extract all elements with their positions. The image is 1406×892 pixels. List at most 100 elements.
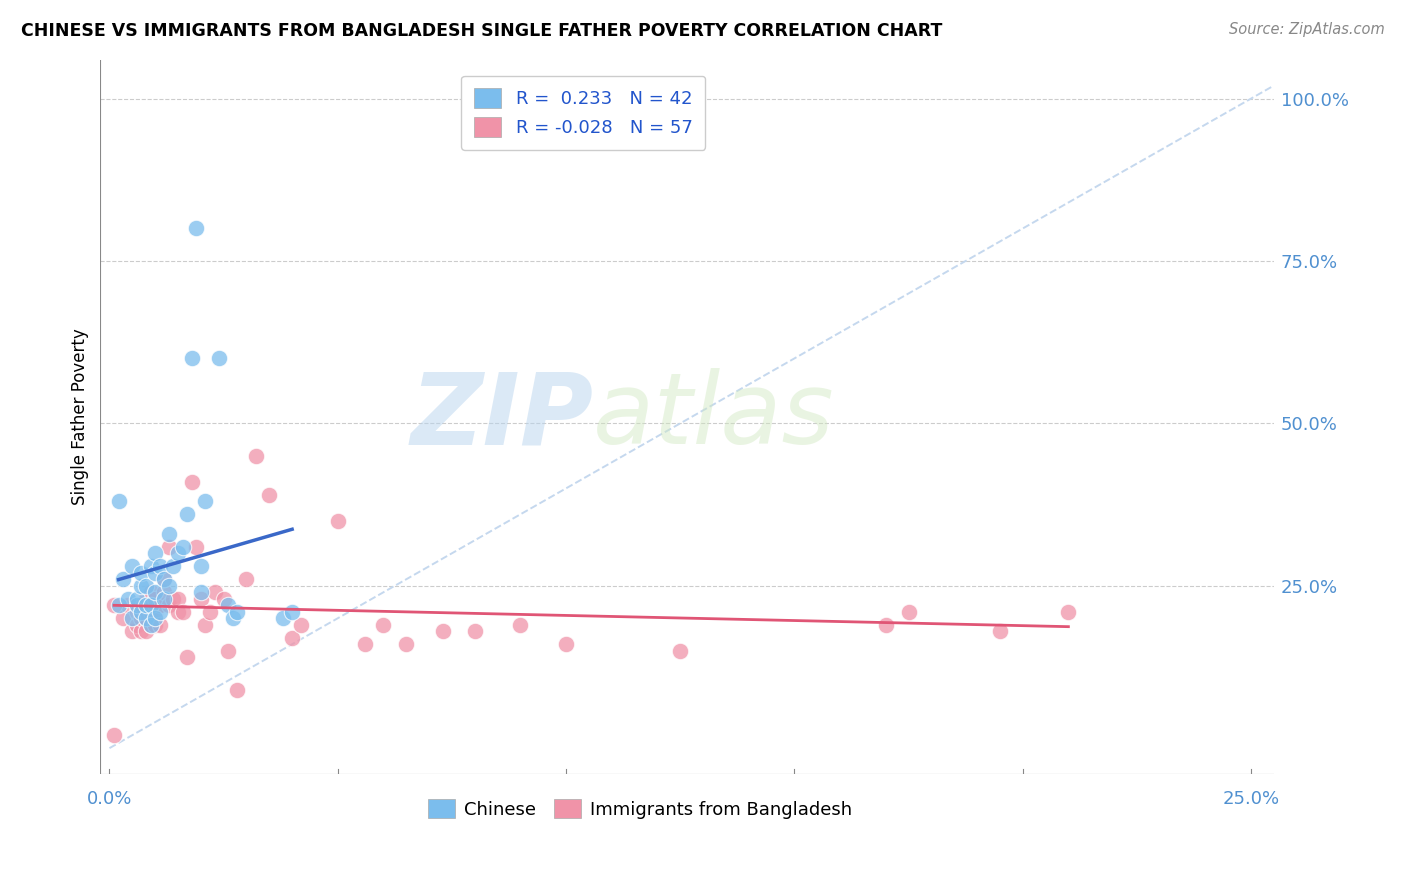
Point: [180, 351, 202, 366]
Point: [208, 351, 231, 366]
Point: [149, 605, 172, 619]
Point: [139, 559, 162, 574]
Text: 0.0%: 0.0%: [87, 790, 132, 808]
Point: [103, 728, 125, 742]
Point: [157, 579, 180, 593]
Point: [121, 559, 143, 574]
Point: [143, 617, 166, 632]
Point: [131, 611, 153, 625]
Point: [290, 617, 312, 632]
Point: [143, 605, 166, 619]
Point: [281, 631, 304, 645]
Point: [153, 572, 176, 586]
Point: [135, 591, 157, 606]
Point: [217, 599, 239, 613]
Point: [157, 599, 180, 613]
Point: [226, 605, 249, 619]
Text: CHINESE VS IMMIGRANTS FROM BANGLADESH SINGLE FATHER POVERTY CORRELATION CHART: CHINESE VS IMMIGRANTS FROM BANGLADESH SI…: [21, 22, 942, 40]
Point: [162, 559, 184, 574]
Point: [204, 585, 226, 599]
Point: [149, 599, 172, 613]
Point: [669, 643, 692, 657]
Point: [194, 617, 217, 632]
Point: [135, 599, 157, 613]
Point: [112, 611, 135, 625]
Point: [117, 599, 139, 613]
Point: [897, 605, 920, 619]
Point: [135, 579, 157, 593]
Y-axis label: Single Father Poverty: Single Father Poverty: [72, 328, 89, 505]
Point: [395, 637, 418, 651]
Text: ZIP: ZIP: [411, 368, 593, 466]
Point: [180, 475, 202, 489]
Point: [125, 605, 148, 619]
Point: [167, 605, 190, 619]
Point: [190, 559, 212, 574]
Point: [131, 579, 153, 593]
Point: [555, 637, 578, 651]
Point: [139, 605, 162, 619]
Point: [198, 605, 221, 619]
Point: [190, 585, 212, 599]
Point: [153, 585, 176, 599]
Point: [167, 546, 190, 560]
Point: [157, 540, 180, 554]
Point: [432, 624, 454, 639]
Point: [271, 611, 294, 625]
Point: [190, 591, 212, 606]
Point: [281, 605, 304, 619]
Legend: Chinese, Immigrants from Bangladesh: Chinese, Immigrants from Bangladesh: [420, 791, 859, 826]
Point: [153, 591, 176, 606]
Point: [125, 617, 148, 632]
Point: [143, 585, 166, 599]
Point: [143, 566, 166, 580]
Point: [167, 591, 190, 606]
Point: [143, 611, 166, 625]
Text: atlas: atlas: [593, 368, 835, 466]
Point: [143, 546, 166, 560]
Point: [222, 611, 245, 625]
Point: [875, 617, 897, 632]
Point: [1057, 605, 1080, 619]
Point: [135, 611, 157, 625]
Point: [125, 591, 148, 606]
Point: [186, 221, 208, 235]
Point: [212, 591, 235, 606]
Point: [131, 624, 153, 639]
Point: [135, 624, 157, 639]
Point: [139, 599, 162, 613]
Point: [112, 572, 135, 586]
Point: [143, 591, 166, 606]
Point: [149, 617, 172, 632]
Point: [139, 585, 162, 599]
Point: [988, 624, 1011, 639]
Point: [107, 494, 129, 508]
Point: [107, 599, 129, 613]
Point: [139, 617, 162, 632]
Text: 25.0%: 25.0%: [1222, 790, 1279, 808]
Point: [121, 624, 143, 639]
Point: [125, 599, 148, 613]
Point: [162, 591, 184, 606]
Point: [176, 508, 198, 522]
Point: [149, 559, 172, 574]
Point: [194, 494, 217, 508]
Point: [139, 617, 162, 632]
Point: [373, 617, 395, 632]
Point: [326, 514, 349, 528]
Point: [131, 599, 153, 613]
Point: [135, 611, 157, 625]
Point: [153, 572, 176, 586]
Point: [259, 488, 281, 502]
Point: [172, 605, 194, 619]
Point: [464, 624, 486, 639]
Text: Source: ZipAtlas.com: Source: ZipAtlas.com: [1229, 22, 1385, 37]
Point: [509, 617, 531, 632]
Point: [121, 611, 143, 625]
Point: [354, 637, 377, 651]
Point: [186, 540, 208, 554]
Point: [235, 572, 257, 586]
Point: [217, 643, 239, 657]
Point: [131, 566, 153, 580]
Point: [172, 540, 194, 554]
